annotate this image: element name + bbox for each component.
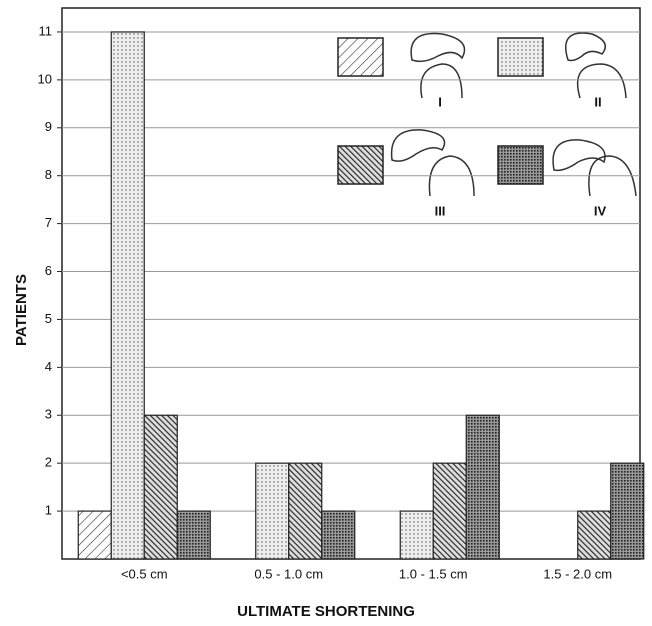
bar [176,510,211,560]
bar [321,510,356,560]
legend-label: III [435,203,446,218]
legend-label: II [594,94,601,109]
y-tick-label: 7 [45,215,52,230]
y-tick-label: 8 [45,167,52,182]
y-tick-label: 9 [45,119,52,134]
bar [143,414,178,560]
x-tick-label: 0.5 - 1.0 cm [254,566,323,581]
bar [432,462,467,560]
bar [465,414,500,560]
legend-swatch [337,145,384,185]
x-tick-label: <0.5 cm [121,566,168,581]
y-axis-label: PATIENTS [13,274,30,346]
legend-swatch [497,145,544,185]
x-tick-label: 1.5 - 2.0 cm [543,566,612,581]
bar [110,31,145,560]
bar [577,510,612,560]
y-tick-label: 4 [45,359,52,374]
y-tick-label: 10 [38,71,52,86]
bar [255,462,290,560]
legend-swatch [337,37,384,77]
y-tick-label: 5 [45,311,52,326]
x-tick-label: 1.0 - 1.5 cm [399,566,468,581]
bar [610,462,645,560]
bar [399,510,434,560]
legend-drawings [390,32,637,197]
legend-label: IV [594,203,607,218]
y-tick-label: 6 [45,263,52,278]
legend-label: I [438,94,442,109]
y-tick-label: 3 [45,407,52,422]
legend-swatch [497,37,544,77]
bar [288,462,323,560]
bar [77,510,112,560]
x-axis-label: ULTIMATE SHORTENING [237,603,415,620]
y-tick-label: 2 [45,455,52,470]
y-tick-label: 1 [45,503,52,518]
y-tick-label: 11 [39,23,53,38]
